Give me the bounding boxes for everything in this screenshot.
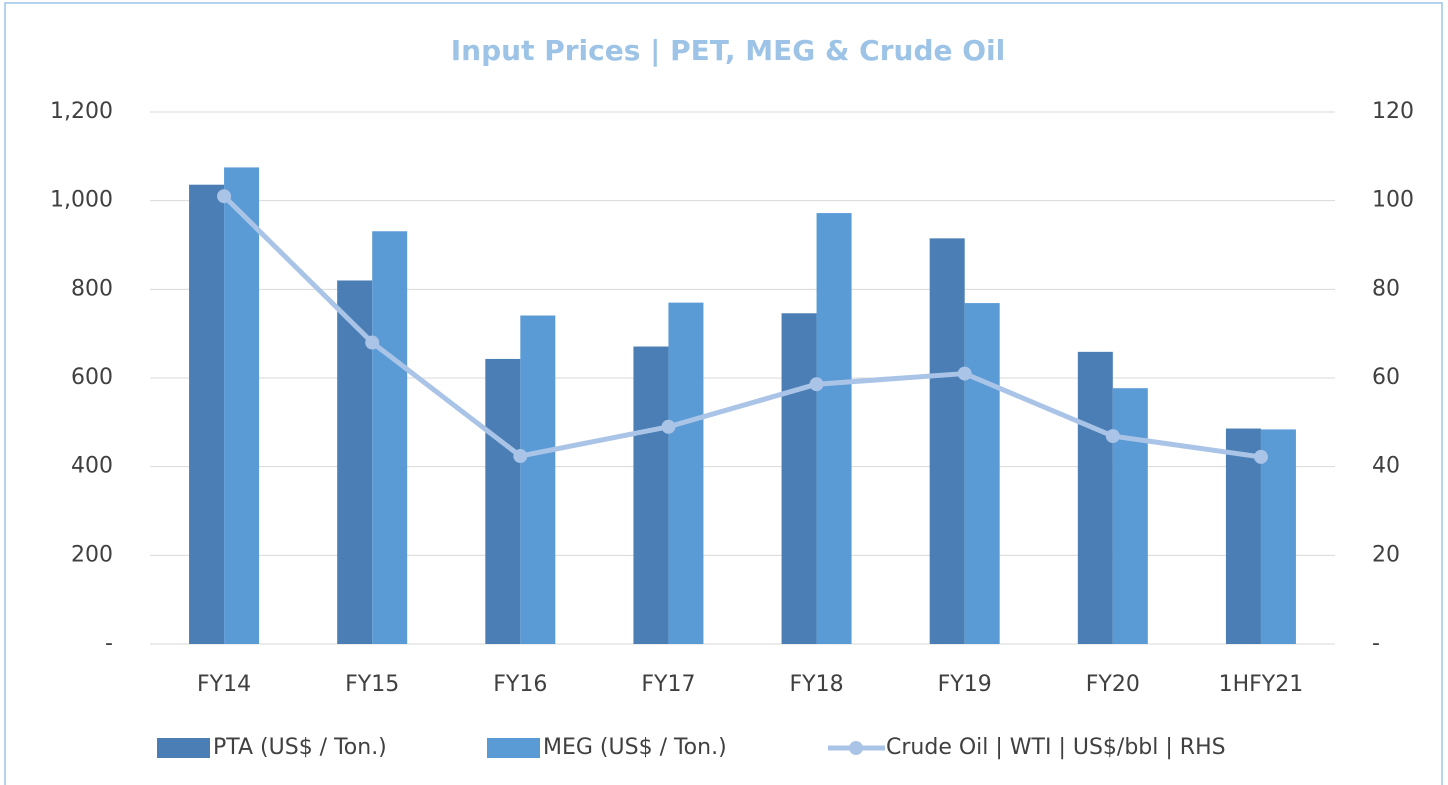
legend-marker [849, 741, 863, 755]
bar [929, 238, 965, 644]
y-tick-label: 600 [71, 365, 113, 390]
bar [1260, 429, 1296, 644]
y-tick-label: 400 [71, 454, 113, 479]
bar [964, 303, 1000, 644]
line-marker [957, 366, 972, 381]
legend-label: MEG (US$ / Ton.) [543, 735, 727, 760]
y2-tick-label: 120 [1372, 99, 1414, 124]
x-tick-label: 1HFY21 [1219, 672, 1304, 697]
line-marker [513, 449, 528, 464]
bar [224, 167, 260, 644]
bar [1077, 351, 1113, 644]
bar [189, 184, 225, 644]
x-tick-label: FY19 [938, 672, 992, 697]
line [222, 194, 1262, 460]
bar [485, 358, 521, 644]
y2-tick-label: - [1372, 631, 1380, 656]
y-tick-label: - [105, 631, 113, 656]
y2-tick-label: 40 [1372, 454, 1400, 479]
x-tick-label: FY17 [641, 672, 695, 697]
line-marker [809, 377, 824, 392]
legend-label: PTA (US$ / Ton.) [213, 735, 387, 760]
line-marker [1105, 429, 1120, 444]
y-tick-label: 1,200 [50, 99, 113, 124]
y-tick-label: 1,000 [50, 188, 113, 213]
bar [520, 315, 556, 644]
chart-title: Input Prices | PET, MEG & Crude Oil [451, 34, 1005, 67]
bar [633, 346, 669, 644]
bar [1225, 428, 1261, 644]
y-tick-label: 800 [71, 276, 113, 301]
legend-swatch [487, 738, 540, 758]
x-tick-label: FY14 [197, 672, 251, 697]
x-tick-label: FY20 [1086, 672, 1140, 697]
y2-tick-label: 100 [1372, 188, 1414, 213]
line-marker [661, 419, 676, 434]
y2-tick-label: 80 [1372, 276, 1400, 301]
legend-label: Crude Oil | WTI | US$/bbl | RHS [886, 735, 1226, 760]
chart-frame [4, 2, 1443, 785]
line-marker [1253, 449, 1268, 464]
bar [372, 231, 408, 645]
y-tick-label: 200 [71, 542, 113, 567]
bar [668, 302, 704, 644]
bar [781, 313, 817, 644]
legend-swatch [157, 738, 210, 758]
y2-tick-label: 20 [1372, 542, 1400, 567]
x-tick-label: FY18 [790, 672, 844, 697]
x-tick-label: FY16 [493, 672, 547, 697]
bar [816, 213, 852, 644]
line-marker [217, 189, 232, 204]
y2-tick-label: 60 [1372, 365, 1400, 390]
bar [1112, 388, 1148, 644]
line-marker [365, 335, 380, 350]
x-tick-label: FY15 [345, 672, 399, 697]
